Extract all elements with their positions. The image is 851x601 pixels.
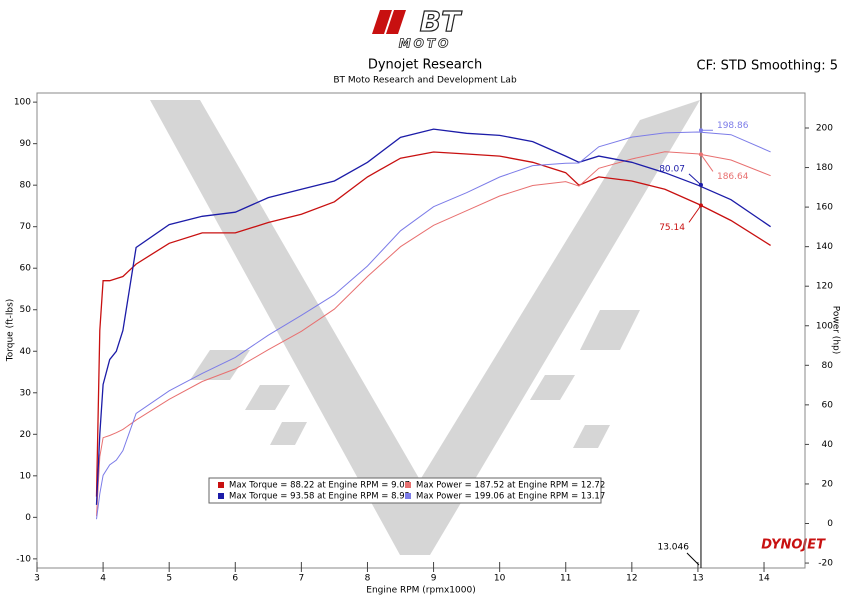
watermark-shape (530, 375, 575, 400)
x-tick-label: 7 (299, 574, 305, 584)
y-tick-label: 80 (20, 181, 32, 191)
legend-label: Max Torque = 93.58 at Engine RPM = 8.92 (229, 492, 410, 502)
legend-label: Max Power = 199.06 at Engine RPM = 13.17 (416, 492, 605, 502)
legend-swatch (218, 482, 224, 488)
y-tick-label: 50 (20, 305, 32, 315)
x-axis-label: Engine RPM (rpmx1000) (366, 586, 475, 596)
series-line (95, 128, 771, 505)
cursor-arrow (700, 154, 714, 172)
cursor-arrow (688, 173, 702, 186)
logo-stripe (386, 10, 406, 34)
x-tick-label: 8 (365, 574, 371, 584)
watermark-shape (270, 422, 307, 445)
y-tick-label: 70 (20, 222, 32, 232)
x-tick-label: 9 (431, 574, 437, 584)
brand-logo: DYNOJET (761, 538, 826, 553)
y-tick-label: 40 (20, 347, 32, 357)
y-tick-label: 0 (25, 513, 31, 523)
y2-tick-label: 100 (816, 321, 833, 331)
cursor-value-label: 186.64 (717, 172, 749, 182)
legend-label: Max Power = 187.52 at Engine RPM = 12.72 (416, 481, 605, 491)
y-tick-label: 20 (20, 430, 32, 440)
legend-swatch (405, 493, 411, 499)
x-tick-label: 5 (166, 574, 172, 584)
x-tick-label: 12 (626, 574, 637, 584)
x-tick-label: 11 (560, 574, 571, 584)
cursor-label: 13.046 (657, 543, 689, 553)
legend: Max Torque = 88.22 at Engine RPM = 9.07 M… (208, 477, 605, 504)
chart-title: Dynojet Research (368, 58, 482, 73)
cursor-point (698, 182, 703, 187)
watermark-shape (580, 310, 640, 350)
y2-axis-label: Power (hp) (831, 306, 841, 355)
cursor-point (698, 203, 703, 208)
y2-tick-label: 80 (822, 361, 834, 371)
logo-stripe (372, 10, 392, 34)
y-tick-label: 30 (20, 388, 32, 398)
legend-label: Max Torque = 88.22 at Engine RPM = 9.07 (229, 481, 410, 491)
y2-tick-label: 60 (822, 400, 834, 410)
cursor-value-label: 80.07 (659, 164, 685, 174)
x-tick-label: 3 (34, 574, 40, 584)
cursor-point (698, 152, 703, 157)
y2-tick-label: 40 (822, 440, 834, 450)
y-tick-label: 10 (20, 471, 32, 481)
series-line (96, 151, 771, 517)
series-line (96, 131, 771, 520)
cursor-value-label: 75.14 (659, 223, 685, 233)
logo-subtext: MOTO (399, 37, 452, 51)
watermark-shape (245, 385, 290, 410)
cursor-arrow (688, 205, 702, 223)
logo-text: BT (420, 5, 462, 38)
y-tick-label: 90 (20, 139, 32, 149)
x-tick-label: 10 (494, 574, 506, 584)
settings-label: CF: STD Smoothing: 5 (697, 59, 838, 74)
y2-tick-label: 20 (822, 479, 834, 489)
x-tick-label: 6 (232, 574, 238, 584)
y2-tick-label: -20 (818, 559, 833, 569)
watermark-shape (150, 100, 700, 555)
x-tick-label: 14 (758, 574, 770, 584)
legend-swatch (405, 482, 411, 488)
y-tick-label: 60 (20, 264, 32, 274)
y2-tick-label: 180 (816, 163, 833, 173)
y-tick-label: 100 (14, 98, 31, 108)
y2-tick-label: 0 (827, 519, 833, 529)
logo: BT MOTO (372, 4, 463, 51)
cursor-value-label: 198.86 (717, 121, 749, 131)
legend-swatch (218, 493, 224, 499)
watermark (150, 100, 700, 555)
y-tick-label: -10 (16, 554, 31, 564)
cursor-point (698, 128, 703, 133)
x-tick-label: 4 (100, 574, 106, 584)
y2-tick-label: 160 (816, 203, 833, 213)
x-tick-label: 13 (692, 574, 703, 584)
watermark-shape (573, 425, 610, 448)
chart-subtitle: BT Moto Research and Development Lab (333, 76, 517, 86)
plot-frame (36, 92, 806, 569)
series-line (95, 151, 771, 497)
y2-tick-label: 200 (816, 124, 833, 134)
y-axis-label: Torque (ft-lbs) (6, 299, 16, 363)
y2-tick-label: 140 (816, 242, 833, 252)
cursor-label-arrow (686, 552, 700, 566)
y2-tick-label: 120 (816, 282, 833, 292)
